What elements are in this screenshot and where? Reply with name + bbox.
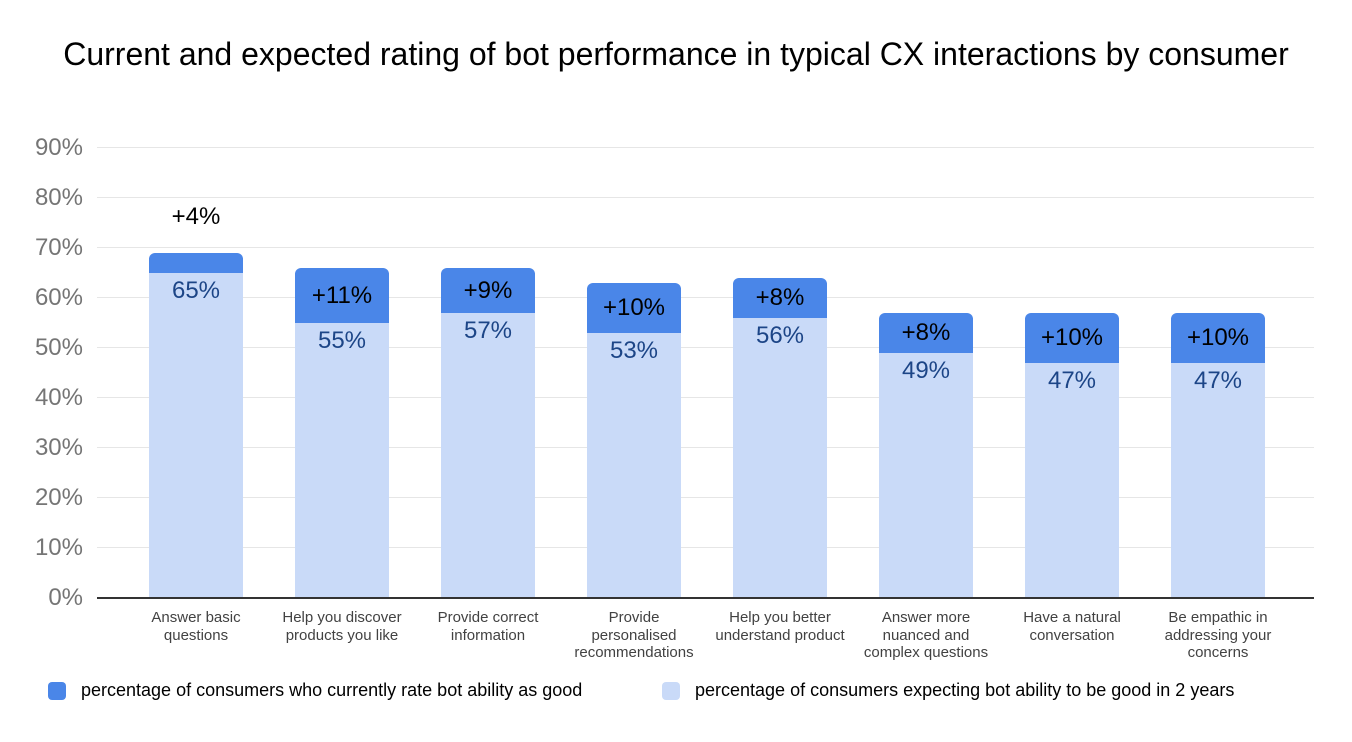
x-axis-line	[97, 597, 1314, 599]
y-tick-label: 80%	[34, 184, 83, 211]
stacked-bar[interactable]: +10% 47%	[1025, 313, 1119, 598]
gridline	[97, 447, 1314, 448]
category-label: Answer more nuanced and complex question…	[863, 609, 989, 662]
legend-swatch-expected-icon	[662, 681, 680, 700]
stacked-bar[interactable]: 65%	[149, 253, 243, 598]
legend-swatch-current-icon	[48, 681, 66, 700]
x-axis-category-labels: Answer basic questions Help you discover …	[123, 609, 1291, 662]
legend-label-current: percentage of consumers who currently ra…	[81, 680, 583, 700]
expected-rating-segment[interactable]: 55%	[295, 323, 389, 598]
y-tick-label: 20%	[34, 484, 83, 511]
current-rating-segment[interactable]: +10%	[1171, 313, 1265, 363]
bar-slot: +8% 56%	[707, 148, 853, 598]
category-label: Be empathic in addressing your concerns	[1164, 609, 1272, 662]
expected-rating-segment[interactable]: 57%	[441, 313, 535, 598]
current-rating-segment[interactable]: +9%	[441, 268, 535, 313]
legend-label-expected: percentage of consumers expecting bot ab…	[695, 680, 1235, 700]
gridline	[97, 497, 1314, 498]
gridline	[97, 247, 1314, 248]
expected-rating-segment[interactable]: 56%	[733, 318, 827, 598]
stacked-bar[interactable]: +8% 56%	[733, 278, 827, 598]
gridline	[97, 347, 1314, 348]
category-label: Help you better understand product	[715, 609, 845, 644]
gridline	[97, 147, 1314, 148]
bar-slot: +8% 49%	[853, 148, 999, 598]
delta-label-above: +4%	[171, 203, 221, 230]
category-label: Have a natural conversation	[1023, 609, 1121, 644]
bar-slot: +10% 47%	[999, 148, 1145, 598]
chart-title: Current and expected rating of bot perfo…	[63, 36, 1289, 72]
stacked-bar[interactable]: +10% 47%	[1171, 313, 1265, 598]
category-label: Answer basic questions	[151, 609, 241, 644]
y-tick-label: 40%	[34, 384, 83, 411]
expected-rating-segment[interactable]: 49%	[879, 353, 973, 598]
bar-slot: +4% 65%	[123, 148, 269, 598]
category-label: Help you discover products you like	[282, 609, 402, 644]
expected-rating-segment[interactable]: 47%	[1171, 363, 1265, 598]
current-rating-segment[interactable]: +8%	[733, 278, 827, 318]
y-tick-label: 0%	[48, 584, 83, 611]
bar-slot: +9% 57%	[415, 148, 561, 598]
y-tick-label: 90%	[34, 134, 83, 161]
gridline	[97, 297, 1314, 298]
legend-item-expected[interactable]: percentage of consumers expecting bot ab…	[662, 680, 1234, 701]
bar-slot: +11% 55%	[269, 148, 415, 598]
bars-row: +4% 65% +11% 55% +9% 57% +10% 53% +8% 56% +8% 49% +1…	[123, 148, 1291, 598]
bar-slot: +10% 47%	[1145, 148, 1291, 598]
y-tick-label: 30%	[34, 434, 83, 461]
gridline	[97, 397, 1314, 398]
bar-slot: +10% 53%	[561, 148, 707, 598]
expected-rating-segment[interactable]: 47%	[1025, 363, 1119, 598]
current-rating-segment[interactable]: +10%	[587, 283, 681, 333]
stacked-bar[interactable]: +9% 57%	[441, 268, 535, 598]
gridline	[97, 197, 1314, 198]
stacked-bar[interactable]: +11% 55%	[295, 268, 389, 598]
current-rating-segment[interactable]: +8%	[879, 313, 973, 353]
plot-area: 0% 10% 20% 30% 40% 50% 60% 70% 80% 90% +4% 65% +11%…	[35, 134, 1314, 611]
gridline	[97, 547, 1314, 548]
legend-item-current[interactable]: percentage of consumers who currently ra…	[48, 680, 582, 701]
y-tick-label: 50%	[34, 334, 83, 361]
y-tick-label: 60%	[34, 284, 83, 311]
y-tick-label: 70%	[34, 234, 83, 261]
y-tick-label: 10%	[34, 534, 83, 561]
category-label: Provide correct information	[437, 609, 539, 644]
current-rating-segment[interactable]: +10%	[1025, 313, 1119, 363]
stacked-bar[interactable]: +10% 53%	[587, 283, 681, 598]
y-axis-labels: 0% 10% 20% 30% 40% 50% 60% 70% 80% 90%	[35, 134, 1314, 611]
stacked-bar[interactable]: +8% 49%	[879, 313, 973, 598]
expected-rating-segment[interactable]: 53%	[587, 333, 681, 598]
category-label: Provide personalised recommendations	[574, 609, 694, 662]
expected-rating-segment[interactable]: 65%	[149, 273, 243, 598]
current-rating-segment[interactable]	[149, 253, 243, 273]
current-rating-segment[interactable]: +11%	[295, 268, 389, 323]
